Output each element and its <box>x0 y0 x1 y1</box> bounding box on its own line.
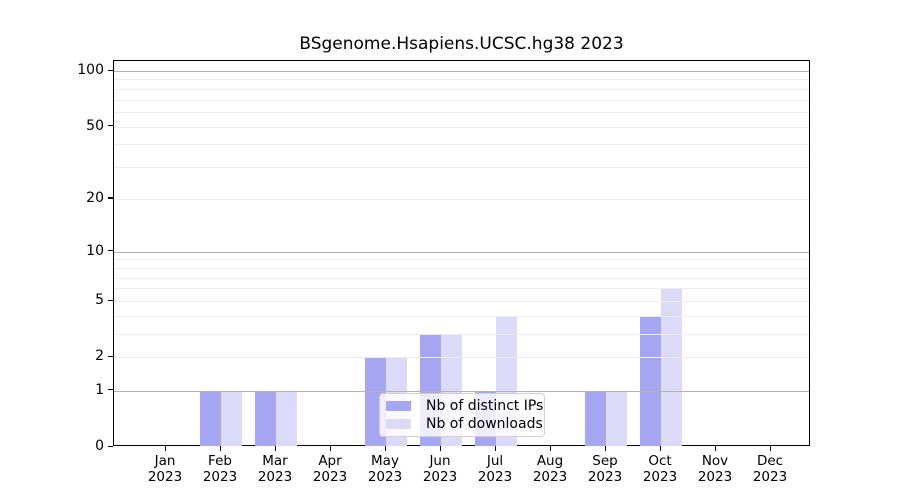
minor-gridline <box>114 144 809 146</box>
x-axis-tick <box>769 446 771 451</box>
x-axis-tick <box>604 446 606 451</box>
major-gridline <box>114 251 809 253</box>
x-axis-tick-label: May 2023 <box>367 453 403 485</box>
y-axis-tick-label: 0 <box>95 438 104 454</box>
bar-downloads-feb <box>221 390 242 446</box>
minor-gridline <box>114 112 809 114</box>
y-axis-tick-label: 2 <box>95 348 104 365</box>
x-axis-tick-label: Jan 2023 <box>147 453 183 485</box>
x-axis-tick <box>164 446 166 451</box>
minor-gridline <box>114 259 809 261</box>
x-axis-tick-label: Sep 2023 <box>587 453 623 485</box>
y-axis-tick-label: 50 <box>86 117 104 134</box>
minor-gridline <box>114 198 809 200</box>
minor-gridline <box>114 267 809 269</box>
bar-distinct-ips-feb <box>200 390 221 446</box>
y-axis-tick <box>108 445 113 447</box>
minor-gridline <box>114 357 809 359</box>
bar-distinct-ips-sep <box>585 390 606 446</box>
x-axis-tick-label: Feb 2023 <box>202 453 238 485</box>
y-axis-tick-label: 100 <box>77 62 104 78</box>
y-axis-tick <box>108 389 113 391</box>
y-axis-tick <box>108 69 113 71</box>
bar-distinct-ips-mar <box>255 390 276 446</box>
minor-gridline <box>114 277 809 279</box>
x-axis-tick-label: Jun 2023 <box>422 453 458 485</box>
major-gridline <box>114 390 809 392</box>
legend: Nb of distinct IPs Nb of downloads <box>379 393 545 437</box>
legend-swatch-distinct-ips <box>386 401 411 411</box>
minor-gridline <box>114 301 809 303</box>
minor-gridline <box>114 167 809 169</box>
y-axis-tick-label: 20 <box>86 189 104 206</box>
x-axis-tick-label: Dec 2023 <box>752 453 788 485</box>
x-axis-tick <box>549 446 551 451</box>
x-axis-tick <box>494 446 496 451</box>
legend-swatch-downloads <box>386 419 411 429</box>
minor-gridline <box>114 79 809 81</box>
major-gridline <box>114 71 809 72</box>
y-axis-tick <box>108 125 113 127</box>
y-axis-tick-label: 5 <box>95 292 104 309</box>
x-axis-tick-label: Oct 2023 <box>642 453 678 485</box>
minor-gridline <box>114 99 809 101</box>
x-axis-tick-label: Jul 2023 <box>477 453 513 485</box>
x-axis-tick-label: Apr 2023 <box>312 453 348 485</box>
legend-item-distinct-ips: Nb of distinct IPs <box>386 397 543 415</box>
legend-label-distinct-ips: Nb of distinct IPs <box>426 398 544 414</box>
x-axis-tick-label: Aug 2023 <box>532 453 568 485</box>
y-axis-tick <box>108 299 113 301</box>
y-axis-tick <box>108 250 113 252</box>
legend-label-downloads: Nb of downloads <box>426 416 543 432</box>
y-axis-tick <box>108 197 113 199</box>
chart-title: BSgenome.Hsapiens.UCSC.hg38 2023 <box>299 34 624 54</box>
x-axis-tick <box>274 446 276 451</box>
bar-distinct-ips-oct <box>640 315 661 446</box>
x-axis-tick <box>219 446 221 451</box>
legend-item-downloads: Nb of downloads <box>386 415 543 433</box>
x-axis-tick <box>439 446 441 451</box>
x-axis-tick <box>329 446 331 451</box>
y-axis-tick-label: 10 <box>86 242 104 259</box>
y-axis-tick-label: 1 <box>95 381 104 398</box>
x-axis-tick <box>659 446 661 451</box>
minor-gridline <box>114 334 809 336</box>
plot-area <box>113 60 810 446</box>
minor-gridline <box>114 126 809 128</box>
minor-gridline <box>114 315 809 317</box>
minor-gridline <box>114 88 809 90</box>
bar-downloads-mar <box>276 390 297 446</box>
bar-downloads-sep <box>606 390 627 446</box>
x-axis-tick <box>384 446 386 451</box>
x-axis-tick <box>714 446 716 451</box>
x-axis-tick-label: Mar 2023 <box>257 453 293 485</box>
x-axis-tick-label: Nov 2023 <box>697 453 733 485</box>
bar-downloads-oct <box>661 288 682 446</box>
y-axis-tick <box>108 355 113 358</box>
minor-gridline <box>114 288 809 290</box>
